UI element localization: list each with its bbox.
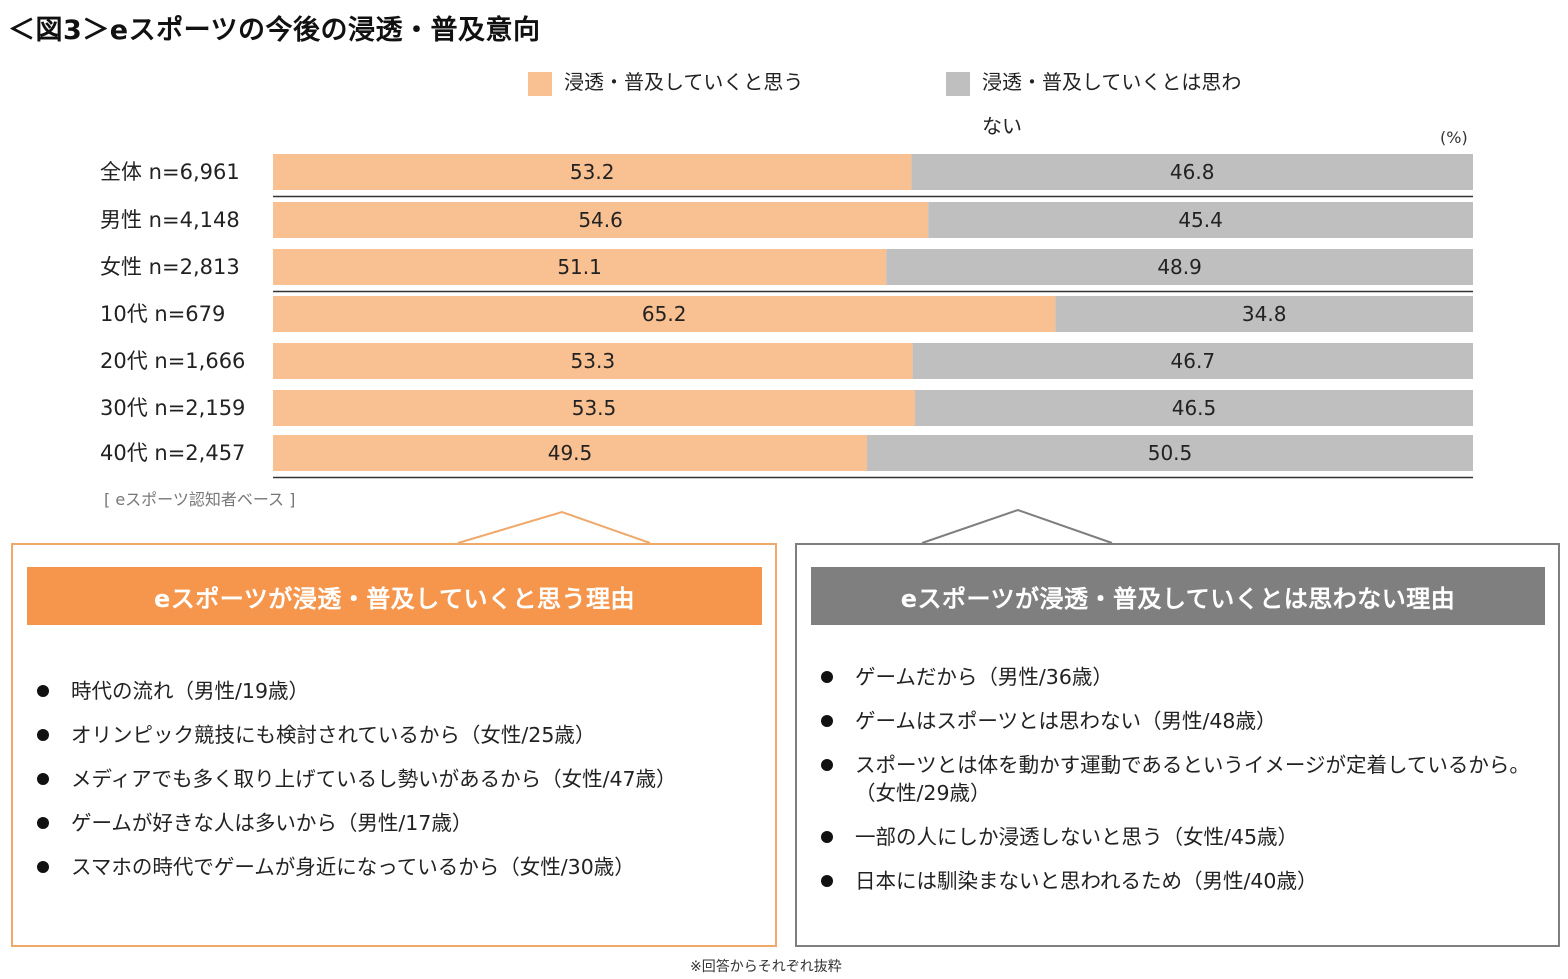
data-label-positive: 51.1 [557,255,602,279]
negative-reasons-list: ゲームだから（男性/36歳） ゲームはスポーツとは思わない（男性/48歳） スポ… [817,663,1542,911]
category-label: 40代 n=2,457 [100,441,245,465]
list-item: 時代の流れ（男性/19歳） [33,677,759,705]
bar-negative [1055,296,1473,332]
data-label-positive: 54.6 [578,208,623,232]
unit-label: (%) [1440,128,1468,147]
bullet-icon [37,817,49,829]
figure-title: ＜図3＞eスポーツの今後の浸透・普及意向 [8,15,541,46]
data-label-negative: 46.5 [1172,396,1217,420]
list-item: スポーツとは体を動かす運動であるというイメージが定着しているから。（女性/29歳… [817,751,1542,807]
bullet-icon [821,831,833,843]
category-label: 全体 n=6,961 [100,160,240,184]
legend-swatch-negative [946,72,970,96]
bar-positive [273,390,915,426]
bullet-icon [821,875,833,887]
list-item: 日本には馴染まないと思われるため（男性/40歳） [817,867,1542,895]
legend-label-positive: 浸透・普及していくと思う [564,70,804,94]
reason-text: ゲームが好きな人は多いから（男性/17歳） [71,811,473,835]
bar-negative [915,390,1473,426]
bullet-icon [37,773,49,785]
base-note: [ eスポーツ認知者ベース ] [104,490,296,509]
data-label-negative: 46.7 [1171,349,1216,373]
list-item: オリンピック競技にも検討されているから（女性/25歳） [33,721,759,749]
bullet-icon [821,671,833,683]
bullet-icon [821,715,833,727]
bullet-icon [37,861,49,873]
data-label-positive: 65.2 [642,302,687,326]
bar-negative [928,202,1473,238]
list-item: 一部の人にしか浸透しないと思う（女性/45歳） [817,823,1542,851]
bullet-icon [37,685,49,697]
data-label-positive: 49.5 [548,441,593,465]
footnote: ※回答からそれぞれ抜粋 [690,959,842,975]
bar-negative [912,343,1473,379]
reason-text: メディアでも多く取り上げているし勢いがあるから（女性/47歳） [71,767,677,791]
reason-text: 日本には馴染まないと思われるため（男性/40歳） [855,869,1318,893]
reason-text: 一部の人にしか浸透しないと思う（女性/45歳） [855,825,1298,849]
reason-text: 時代の流れ（男性/19歳） [71,679,309,703]
category-label: 10代 n=679 [100,302,225,326]
data-label-negative: 50.5 [1148,441,1193,465]
data-label-positive: 53.3 [571,349,616,373]
bar-positive [273,249,887,285]
category-label: 男性 n=4,148 [100,208,240,232]
negative-panel-header: eスポーツが浸透・普及していくとは思わない理由 [811,567,1545,625]
reason-text: オリンピック競技にも検討されているから（女性/25歳） [71,723,596,747]
category-label: 30代 n=2,159 [100,396,245,420]
category-label: 20代 n=1,666 [100,349,245,373]
bar-positive [273,296,1056,332]
legend-swatch-positive [528,72,552,96]
reason-text: ゲームはスポーツとは思わない（男性/48歳） [855,709,1277,733]
category-label: 女性 n=2,813 [100,255,240,279]
stacked-bar-chart: 全体 n=6,961 53.2 46.8 男性 n=4,148 54.6 45.4 女性 n… [100,154,1473,479]
list-item: メディアでも多く取り上げているし勢いがあるから（女性/47歳） [33,765,759,793]
bar-positive [273,202,929,238]
list-item: ゲームだから（男性/36歳） [817,663,1542,691]
data-label-negative: 34.8 [1242,302,1287,326]
list-item: スマホの時代でゲームが身近になっているから（女性/30歳） [33,853,759,881]
list-item: ゲームはスポーツとは思わない（男性/48歳） [817,707,1542,735]
legend-item-negative: 浸透・普及していくとは思わない [946,70,1252,148]
legend-item-positive: 浸透・普及していくと思う [528,70,824,104]
data-label-negative: 45.4 [1178,208,1223,232]
bar-positive [273,343,913,379]
positive-reasons-panel: eスポーツが浸透・普及していくと思う理由 時代の流れ（男性/19歳） オリンピッ… [11,543,777,947]
data-label-positive: 53.5 [572,396,617,420]
bar-positive [273,154,912,190]
bar-negative [886,249,1473,285]
bar-negative [911,154,1473,190]
reason-text: ゲームだから（男性/36歳） [855,665,1113,689]
negative-reasons-panel: eスポーツが浸透・普及していくとは思わない理由 ゲームだから（男性/36歳） ゲ… [795,543,1560,947]
list-item: ゲームが好きな人は多いから（男性/17歳） [33,809,759,837]
positive-reasons-list: 時代の流れ（男性/19歳） オリンピック競技にも検討されているから（女性/25歳… [33,677,759,897]
legend-label-negative: 浸透・普及していくとは思わない [982,70,1242,138]
bar-negative [867,435,1473,471]
data-label-negative: 46.8 [1170,160,1215,184]
positive-panel-header: eスポーツが浸透・普及していくと思う理由 [27,567,762,625]
data-label-negative: 48.9 [1157,255,1202,279]
data-label-positive: 53.2 [570,160,615,184]
reason-text: スポーツとは体を動かす運動であるというイメージが定着しているから。（女性/29歳… [855,753,1530,805]
reason-text: スマホの時代でゲームが身近になっているから（女性/30歳） [71,855,635,879]
bullet-icon [37,729,49,741]
bullet-icon [821,759,833,771]
bar-positive [273,435,867,471]
